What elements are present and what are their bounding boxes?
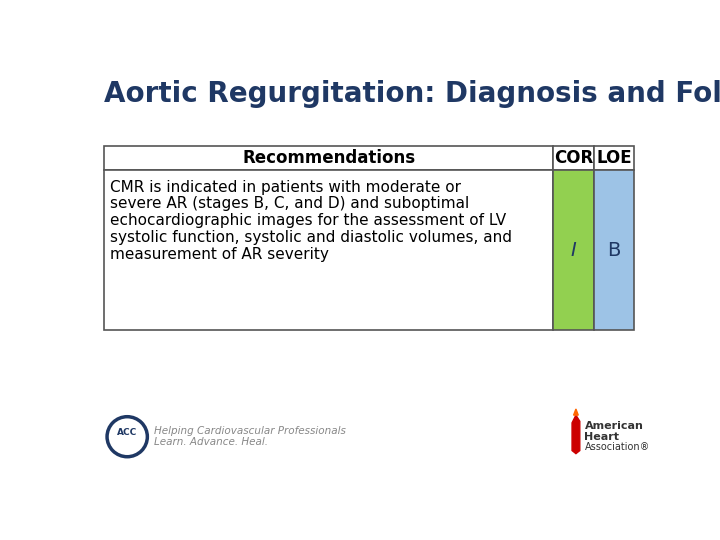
Text: severe AR (stages B, C, and D) and suboptimal: severe AR (stages B, C, and D) and subop… <box>110 197 469 212</box>
Bar <box>594 146 634 170</box>
Text: CMR is indicated in patients with moderate or: CMR is indicated in patients with modera… <box>110 179 461 194</box>
Text: Recommendations: Recommendations <box>242 149 415 167</box>
Bar <box>104 146 554 170</box>
Bar <box>554 170 594 330</box>
Text: ACC: ACC <box>117 428 138 437</box>
Text: American: American <box>585 421 644 431</box>
Text: Association®: Association® <box>585 442 650 453</box>
Text: LOE: LOE <box>596 149 631 167</box>
Text: measurement of AR severity: measurement of AR severity <box>110 247 329 262</box>
Polygon shape <box>572 415 580 454</box>
Text: COR: COR <box>554 149 593 167</box>
Text: Heart: Heart <box>585 431 619 442</box>
Text: I: I <box>571 241 577 260</box>
Text: B: B <box>607 241 621 260</box>
Bar <box>104 170 554 330</box>
Bar <box>554 146 594 170</box>
Text: Helping Cardiovascular Professionals: Helping Cardiovascular Professionals <box>153 426 346 436</box>
Bar <box>594 170 634 330</box>
Text: systolic function, systolic and diastolic volumes, and: systolic function, systolic and diastoli… <box>110 231 512 245</box>
Text: echocardiographic images for the assessment of LV: echocardiographic images for the assessm… <box>110 213 506 228</box>
Polygon shape <box>574 409 578 415</box>
Text: Aortic Regurgitation: Diagnosis and Follow-Up: Aortic Regurgitation: Diagnosis and Foll… <box>104 80 720 108</box>
Text: Learn. Advance. Heal.: Learn. Advance. Heal. <box>153 437 268 447</box>
